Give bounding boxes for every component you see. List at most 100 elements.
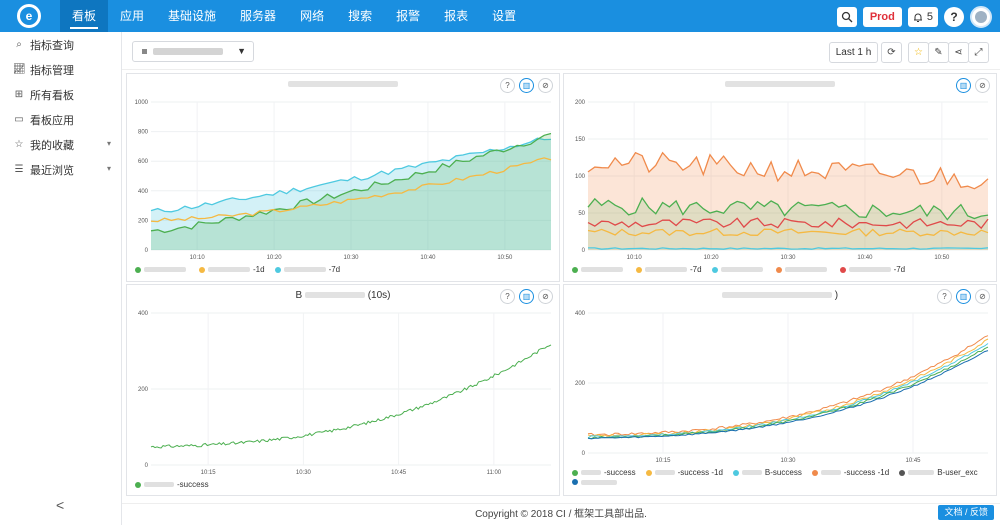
chart-icon: 📈︎ [13,64,26,75]
legend-label-redacted [645,267,687,272]
panel-link-button[interactable]: ⊘ [538,289,553,304]
legend-item[interactable]: -7d [839,265,905,274]
help-button[interactable]: ? [944,7,964,27]
sidebar-item-dashboard-apps[interactable]: ▭ 看板应用 [0,107,121,132]
legend-item[interactable]: -success -1d [645,468,723,477]
legend-item[interactable]: -7d [274,265,340,274]
global-search-button[interactable] [836,7,857,27]
x-tick-label: 10:15 [201,470,217,476]
panel-link-button[interactable]: ⊘ [975,78,990,93]
chart-legend: -success [135,480,553,489]
chevron-down-icon: ▾ [106,139,111,148]
legend-label-redacted [144,267,186,272]
panel-title [127,74,559,96]
legend-dot [645,469,652,476]
share-icon: ⋖ [954,47,963,58]
legend-label: B-success [764,468,802,477]
legend-item[interactable] [775,265,830,274]
panel-help-button[interactable]: ? [500,78,515,93]
x-tick-label: 10:40 [420,255,436,261]
panel-title: ) [564,285,996,307]
y-tick-label: 150 [575,137,586,143]
legend-item[interactable]: -success -1d [811,468,890,477]
panel-chart-button[interactable]: ▥ [956,289,971,304]
notification-button[interactable]: 5 [907,7,938,27]
env-switch-button[interactable]: Prod [862,7,902,27]
sidebar-item-metric-manage[interactable]: 📈︎ 指标管理 [0,57,121,82]
legend-dot [775,266,782,273]
nav-item-network[interactable]: 网络 [300,9,325,23]
refresh-button[interactable]: ⟳ [881,42,902,63]
series-line [587,227,989,237]
series-line [150,157,552,223]
legend-dot [711,266,718,273]
y-tick-label: 0 [582,451,586,457]
chart-area[interactable]: 0 200 400 10:15 10:30 10:45 11:00 [127,307,559,479]
nav-item-search[interactable]: 搜索 [348,9,373,23]
chart-area[interactable]: 0 50 100 150 200 10:10 10:20 10:30 10:40 10:50 [564,96,996,264]
series-line [587,338,989,438]
panel-chart-button[interactable]: ▥ [519,78,534,93]
legend-item[interactable]: -success [572,468,636,477]
nav-item-settings[interactable]: 设置 [492,9,517,23]
chart-area[interactable]: 0 200 400 600 800 1000 10:10 10:20 10:30 10:40 10:… [127,96,559,264]
legend-label: -7d [690,265,702,274]
legend-dot [732,469,739,476]
time-range-button[interactable]: Last 1 h [829,42,878,63]
legend-item[interactable]: B-success [732,468,802,477]
y-tick-label: 200 [138,218,149,224]
legend-item[interactable]: -success [135,480,209,489]
sidebar-item-favorites[interactable]: ☆ 我的收藏 ▾ [0,132,121,157]
edit-button[interactable]: ✎ [928,42,949,63]
legend-item[interactable] [711,265,766,274]
star-icon: ☆ [14,139,24,150]
user-avatar[interactable] [970,6,992,28]
chevron-down-icon: ▾ [106,164,111,173]
sidebar-item-all-dashboards[interactable]: ⊞ 所有看板 [0,82,121,107]
sidebar-collapse-button[interactable]: < [56,497,65,513]
share-button[interactable]: ⋖ [948,42,969,63]
nav-item-apps[interactable]: 应用 [120,9,145,23]
legend-item[interactable]: B-user_exc [899,468,978,477]
legend-item[interactable] [572,479,620,485]
legend-label-redacted [820,470,841,475]
panel-link-button[interactable]: ⊘ [538,78,553,93]
feedback-button[interactable]: 文档 / 反馈 [938,505,994,520]
chart-area[interactable]: 0 200 400 10:15 10:30 10:45 [564,307,996,467]
legend-item[interactable]: -1d [199,265,265,274]
panel-help-button[interactable]: ? [500,289,515,304]
panel-chart-button[interactable]: ▥ [519,289,534,304]
nav-item-reports[interactable]: 报表 [444,9,469,23]
nav-item-dashboard[interactable]: 看板 [60,0,109,32]
legend-item[interactable] [572,265,626,274]
y-tick-label: 0 [145,248,149,254]
nav-item-alerts[interactable]: 报警 [396,9,421,23]
y-tick-label: 400 [575,311,586,317]
legend-dot [811,469,818,476]
legend-dot [839,266,846,273]
nav-item-infrastructure[interactable]: 基础设施 [168,9,217,23]
legend-label: -success [177,480,209,489]
legend-item[interactable] [135,265,189,274]
panel-help-button[interactable]: ? [937,289,952,304]
legend-dot [135,481,141,488]
x-tick-label: 10:10 [190,255,206,261]
fullscreen-button[interactable]: ⤢ [968,42,989,63]
panel-4: ) ? ▥ ⊘ 0 200 400 10:15 10:30 10:45 -success … [563,284,997,496]
panel-actions: ? ▥ ⊘ [500,289,553,304]
app-logo[interactable]: e [12,0,46,32]
legend-label: -success -1d [843,468,890,477]
panel-chart-button[interactable]: ▥ [956,78,971,93]
series-line [150,137,552,213]
dashboard-selector[interactable]: ▼ [132,41,254,62]
panel-link-button[interactable]: ⊘ [975,289,990,304]
legend-label-redacted [654,470,675,475]
favorite-button[interactable]: ☆ [908,42,929,63]
dashboard-toolbar: ▼ Last 1 h ⟳ ☆ ✎ ⋖ ⤢ [122,32,1000,70]
x-tick-label: 10:10 [627,255,643,261]
legend-item[interactable]: -7d [636,265,702,274]
nav-item-servers[interactable]: 服务器 [240,9,277,23]
sidebar-item-recent[interactable]: ☰ 最近浏览 ▾ [0,157,121,182]
legend-label-redacted [908,470,935,475]
sidebar-item-metric-query[interactable]: ⌕ 指标查询 [0,32,121,57]
